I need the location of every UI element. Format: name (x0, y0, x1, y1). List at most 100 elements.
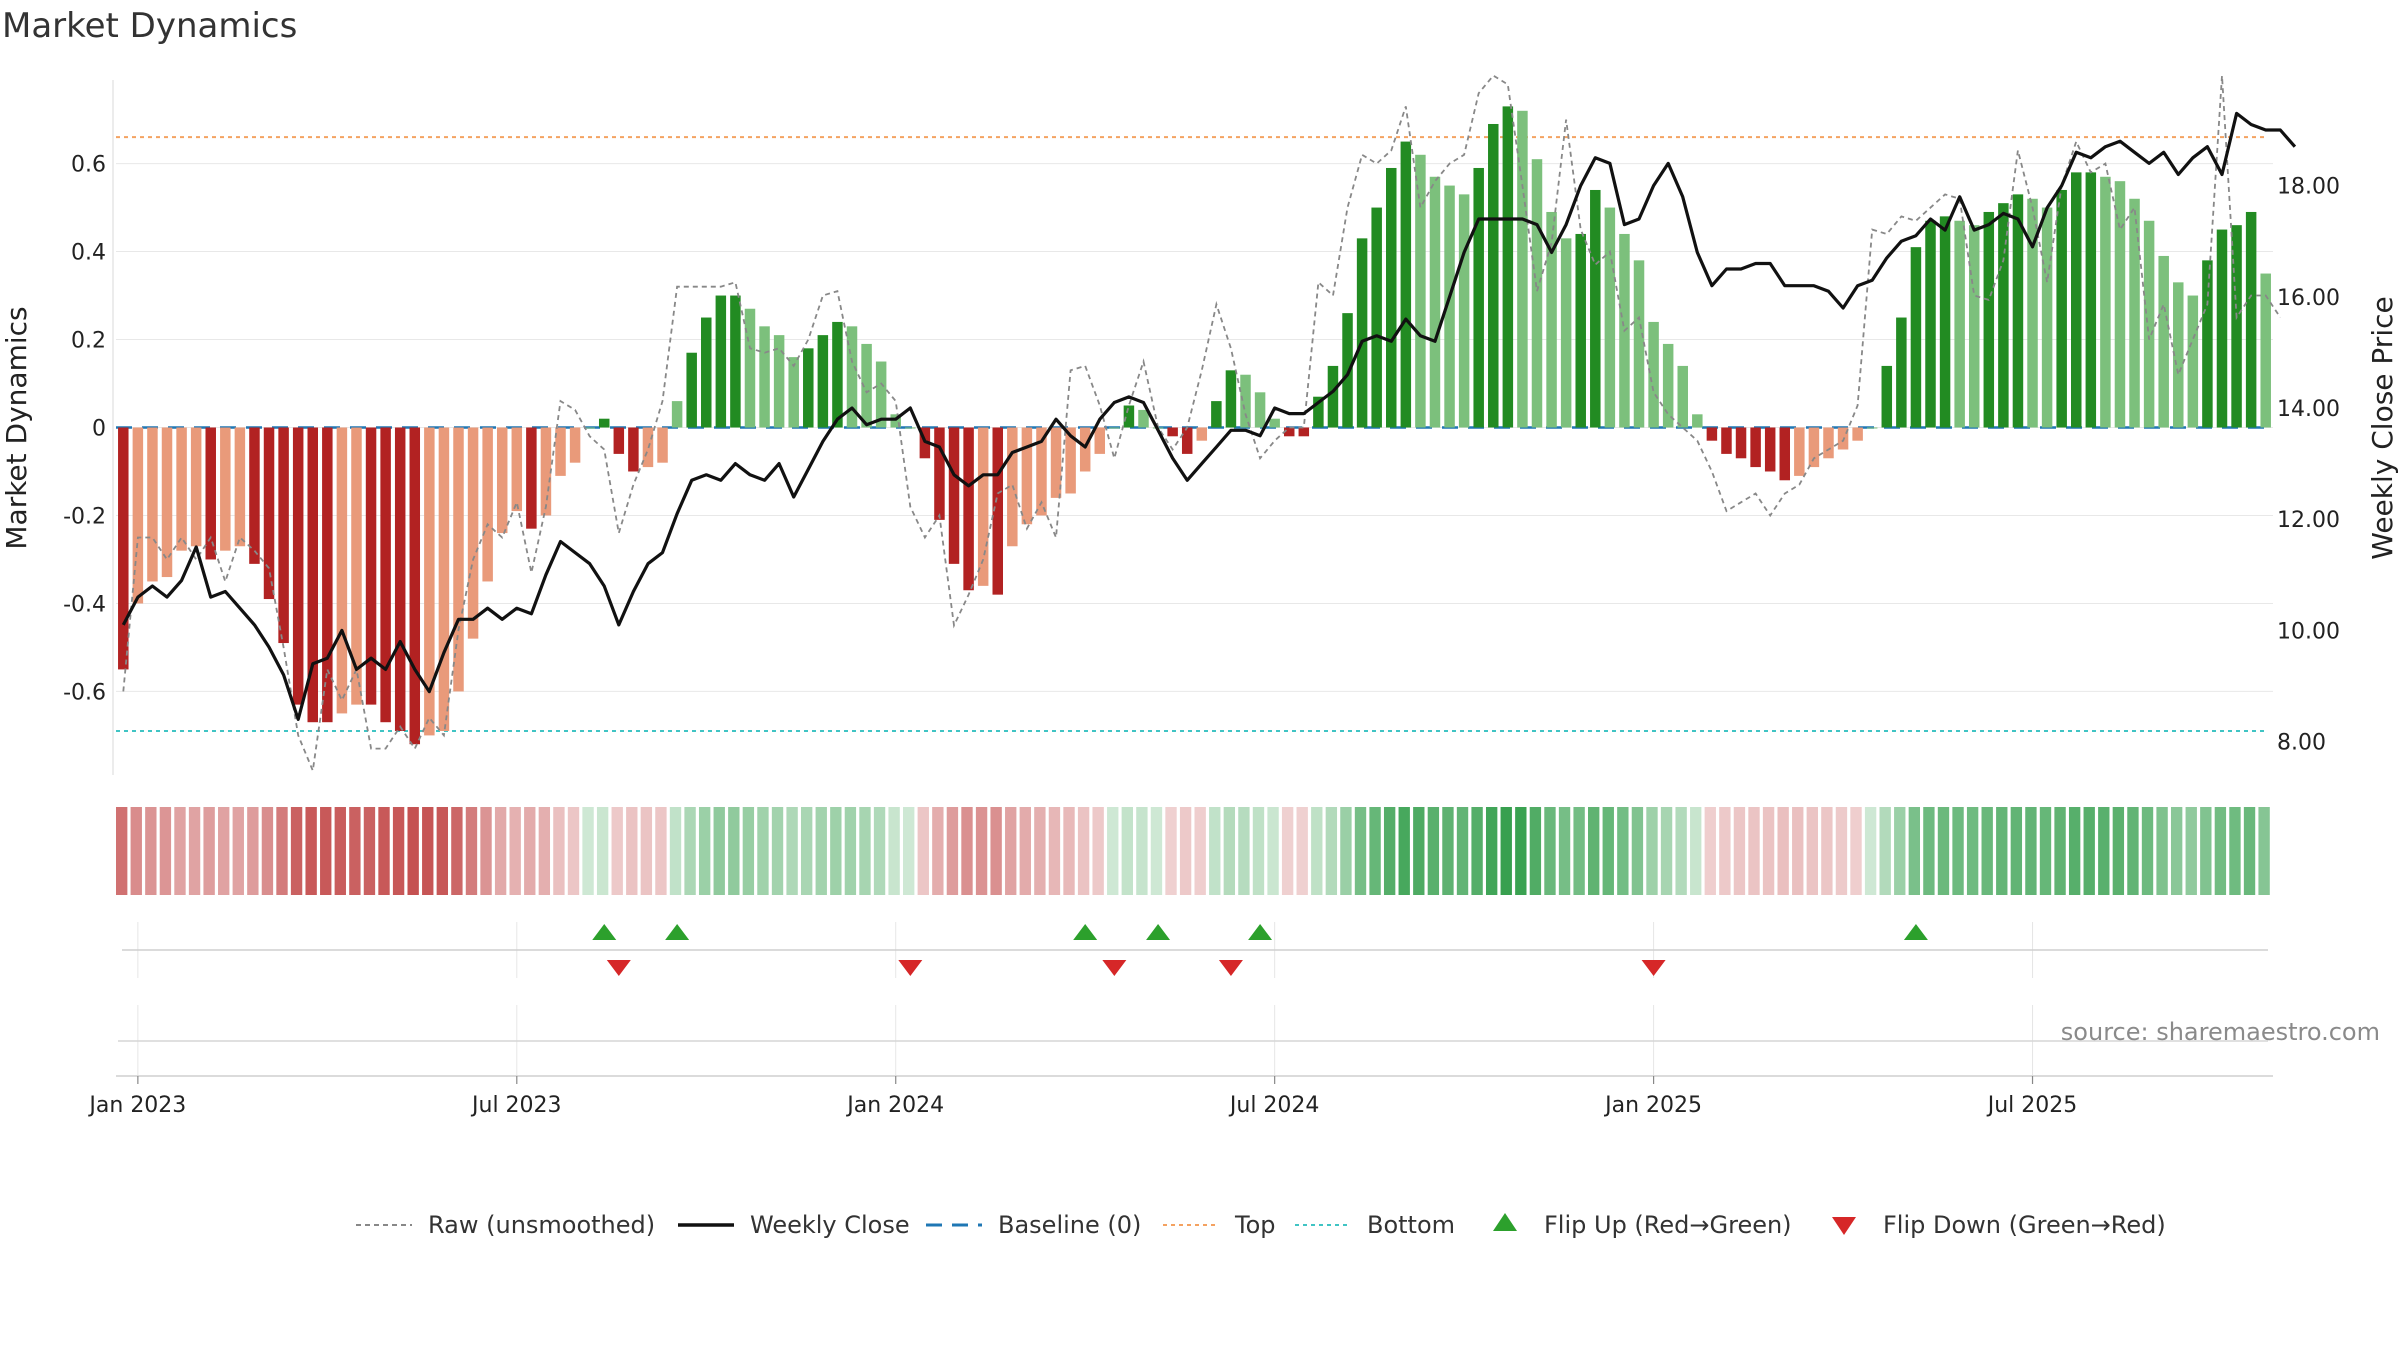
heat-cell (728, 807, 740, 895)
heat-cell (684, 807, 696, 895)
bar (905, 427, 916, 429)
heat-cell (1704, 807, 1716, 895)
heat-cell (1573, 807, 1585, 895)
y2-tick-label: 16.00 (2277, 286, 2340, 311)
x-axis-ticks: Jan 2023 Jul 2023 Jan 2024 Jul 2024 Jan 2025… (87, 1076, 2077, 1118)
bar (2027, 198, 2038, 428)
bar (147, 427, 158, 582)
legend-flip-up-marker (1493, 1213, 1517, 1231)
heat-cell (1340, 807, 1352, 895)
heat-cell (320, 807, 332, 895)
heat-cell (509, 807, 521, 895)
heat-cell (494, 807, 507, 895)
x-tick-label: Jul 2024 (1228, 1093, 1320, 1118)
bar (2100, 176, 2111, 428)
bar-series (118, 106, 2271, 745)
heat-cell (145, 807, 157, 895)
heat-cell (1136, 807, 1148, 895)
bar (875, 361, 887, 428)
bar (1458, 194, 1470, 428)
bar (992, 427, 1003, 595)
flip-up-marker (1248, 924, 1273, 940)
heat-cell (1588, 807, 1600, 895)
heat-cell (1034, 807, 1046, 895)
bar (2129, 198, 2140, 428)
bar (1036, 427, 1047, 516)
heat-cell (232, 807, 244, 895)
bar (1400, 141, 1412, 428)
heat-cell (480, 807, 492, 895)
bar (1954, 220, 1965, 428)
bar (2158, 255, 2169, 428)
heat-cell (1952, 807, 1964, 895)
bar (453, 427, 464, 692)
heat-cell (1413, 807, 1425, 895)
y-tick-label: -0.4 (63, 592, 106, 617)
bar (1386, 167, 1397, 428)
heat-cell (2156, 807, 2168, 895)
heat-cell (1063, 807, 1075, 895)
left-axis-label: Market Dynamics (0, 306, 33, 549)
heat-cell (1019, 807, 1031, 895)
heat-cell (961, 807, 973, 895)
heat-cell (1311, 807, 1323, 895)
heat-cell (1092, 807, 1104, 895)
bar (1502, 106, 1514, 428)
heat-cell (917, 807, 929, 895)
bar (2260, 273, 2271, 428)
bar (1240, 374, 1251, 428)
heat-cell (771, 807, 784, 895)
bar (249, 427, 260, 564)
heat-cell (946, 807, 959, 895)
bar (1808, 427, 1820, 468)
heat-cell (392, 807, 405, 895)
heat-cell (582, 807, 594, 895)
legend-entry-label: Flip Up (Red→Green) (1544, 1211, 1792, 1239)
bar (1925, 220, 1936, 428)
heat-cell (1194, 807, 1206, 895)
heat-cell (1296, 807, 1308, 895)
bar (132, 427, 144, 604)
heat-cell (188, 807, 201, 895)
heat-cell (888, 807, 900, 895)
heat-cell (2039, 807, 2052, 895)
heat-cell (349, 807, 361, 895)
legend-entry-label: Baseline (0) (998, 1211, 1141, 1239)
x-tick-label: Jan 2023 (87, 1093, 186, 1118)
bar (2012, 194, 2024, 428)
flip-down-marker (1102, 960, 1127, 976)
bar (1050, 427, 1062, 498)
bar (1750, 427, 1761, 468)
heat-cell (203, 807, 215, 895)
bar (263, 427, 275, 600)
heat-cell (2170, 807, 2183, 895)
bar (1196, 427, 1208, 441)
flip-up-marker (592, 924, 617, 940)
bar (1167, 427, 1178, 437)
heat-cell (655, 807, 667, 895)
bar (2114, 181, 2126, 428)
y-tick-label: 0.6 (71, 153, 106, 178)
heat-cell (1383, 807, 1396, 895)
bar (598, 418, 610, 428)
bar (1662, 343, 1674, 428)
heat-cell (1354, 807, 1367, 895)
heat-cell (1252, 807, 1265, 895)
heat-cell (1908, 807, 1921, 895)
heat-cell (465, 807, 478, 895)
legend-flip-down-marker (1832, 1217, 1856, 1235)
bar (773, 335, 785, 428)
legend-entry-label: Raw (unsmoothed) (428, 1211, 655, 1239)
bar (1677, 365, 1688, 428)
bar (2173, 282, 2184, 428)
bar (1779, 427, 1791, 481)
bar (977, 427, 989, 586)
heat-cell (1179, 807, 1192, 895)
bar (1794, 427, 1805, 476)
heat-cell (1485, 807, 1498, 895)
heat-cell (305, 807, 317, 895)
heat-cell (218, 807, 230, 895)
bar (1939, 216, 1951, 428)
heat-cell (1748, 807, 1760, 895)
heat-cell (1923, 807, 1935, 895)
